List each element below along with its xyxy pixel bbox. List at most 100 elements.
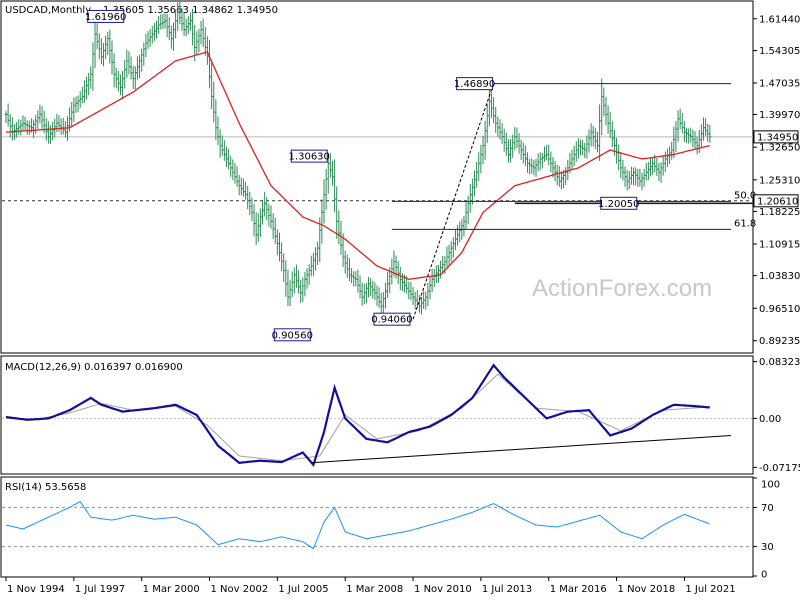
ohlc-bar — [171, 22, 175, 51]
price-label-box: 1.30630 — [289, 149, 330, 163]
ohlc-bar — [407, 281, 411, 300]
y-tick-label: 1.54305 — [759, 46, 800, 57]
macd-pane: MACD(12,26,9) 0.016397 0.016900 0.083235… — [0, 355, 800, 475]
ohlc-bar — [538, 152, 542, 171]
ohlc-bar — [678, 108, 682, 130]
ohlc-bar — [360, 282, 364, 306]
label-text: 0.90560 — [272, 330, 313, 341]
ohlc-bar — [282, 253, 286, 282]
macd-signal-line — [5, 373, 710, 462]
ohlc-bar — [466, 195, 470, 225]
ohlc-bar — [85, 76, 89, 100]
ohlc-bar — [528, 158, 532, 175]
rsi-label: RSI(14) 53.5658 — [5, 482, 86, 493]
ohlc-bar — [95, 23, 99, 50]
ohlc-bar — [545, 145, 549, 161]
ohlc-bar — [252, 203, 256, 237]
x-tick-label: 1 Nov 2018 — [618, 584, 676, 595]
ohlc-bar — [235, 166, 239, 187]
dashed-level-tag: 1.20610 — [753, 194, 799, 208]
ohlc-bar — [32, 119, 36, 138]
ohlc-bar — [506, 139, 510, 163]
price-label-box: 1.46890 — [454, 77, 495, 91]
ohlc-bar — [574, 141, 578, 162]
macd-main-line — [5, 363, 710, 467]
ohlc-bar — [699, 124, 703, 148]
x-tick-label: 1 Nov 2010 — [414, 584, 472, 595]
ohlc-bar — [104, 35, 108, 59]
ohlc-bar — [184, 18, 188, 37]
rsi-y-tick-label: 0 — [761, 570, 767, 581]
ohlc-bar — [93, 19, 97, 69]
ohlc-bar — [685, 127, 689, 143]
ohlc-bar — [644, 162, 648, 181]
ohlc-bar — [659, 162, 663, 183]
ohlc-bar — [570, 149, 574, 171]
ohlc-bar — [530, 158, 534, 174]
ohlc-bar — [36, 110, 40, 129]
ohlc-bar — [87, 72, 91, 96]
ohlc-bar — [564, 167, 568, 185]
ohlc-bar — [542, 146, 546, 162]
ohlc-bar — [216, 116, 220, 146]
ohlc-bar — [337, 210, 341, 245]
ohlc-bar — [53, 118, 57, 138]
ohlc-bar — [335, 186, 339, 239]
macd-pane-frame — [0, 355, 754, 475]
ohlc-bar — [254, 212, 258, 245]
current-price-tag: 1.34950 — [753, 130, 799, 144]
ohlc-bar — [640, 172, 644, 191]
x-tick-label: 1 Mar 2000 — [143, 584, 200, 595]
ohlc-bar — [203, 27, 207, 56]
ohlc-bar — [140, 48, 144, 72]
ohlc-bar — [600, 78, 604, 136]
ohlc-bar — [241, 178, 245, 197]
ohlc-bar — [661, 155, 665, 176]
ohlc-bar — [320, 199, 324, 244]
ohlc-bar — [258, 208, 262, 237]
ohlc-bar — [536, 153, 540, 172]
ohlc-bar — [63, 121, 67, 138]
current-price-tag-box — [753, 130, 799, 144]
ohlc-bar — [350, 268, 354, 284]
ohlc-bar — [286, 269, 290, 307]
ohlc-bar — [61, 117, 65, 135]
ohlc-bar — [159, 14, 163, 30]
ohlc-bar — [40, 106, 44, 129]
ohlc-bar — [587, 129, 591, 153]
ohlc-bar — [606, 105, 610, 134]
ohlc-bar — [261, 199, 265, 225]
rsi-pane-frame — [0, 476, 754, 578]
label-text: 1.20050 — [598, 199, 639, 210]
ohlc-bar — [379, 292, 383, 314]
macd-y-tick-label: 0.083235 — [759, 357, 800, 368]
ohlc-bar — [307, 264, 311, 285]
ohlc-bar — [25, 120, 29, 135]
ohlc-bar — [239, 177, 243, 196]
ohlc-bar — [591, 125, 595, 147]
ohlc-bar — [704, 118, 708, 137]
ohlc-bar — [110, 40, 114, 75]
ohlc-bar — [263, 192, 267, 217]
macd-y-tick-label: 0.00 — [759, 414, 781, 425]
ohlc-bar — [229, 156, 233, 177]
ohlc-bar — [665, 148, 669, 167]
ohlc-bar — [608, 112, 612, 138]
current-price-tag-text: 1.34950 — [757, 132, 798, 143]
ohlc-bar — [205, 36, 209, 65]
ohlc-bar — [553, 160, 557, 182]
ohlc-bar — [526, 152, 530, 173]
ohlc-bar — [627, 171, 631, 190]
ohlc-bar — [74, 96, 78, 114]
y-tick-label: 1.25310 — [759, 175, 800, 186]
ohlc-bar — [152, 22, 156, 41]
ohlc-bar — [373, 282, 377, 301]
ohlc-bar — [362, 283, 366, 305]
x-tick-label: 1 Nov 1994 — [7, 584, 65, 595]
label-text: 1.30630 — [289, 152, 330, 163]
x-tick-label: 1 Jul 1997 — [75, 584, 125, 595]
ohlc-bar — [220, 135, 224, 156]
ohlc-bar — [489, 92, 493, 119]
ohlc-bar — [303, 271, 307, 297]
